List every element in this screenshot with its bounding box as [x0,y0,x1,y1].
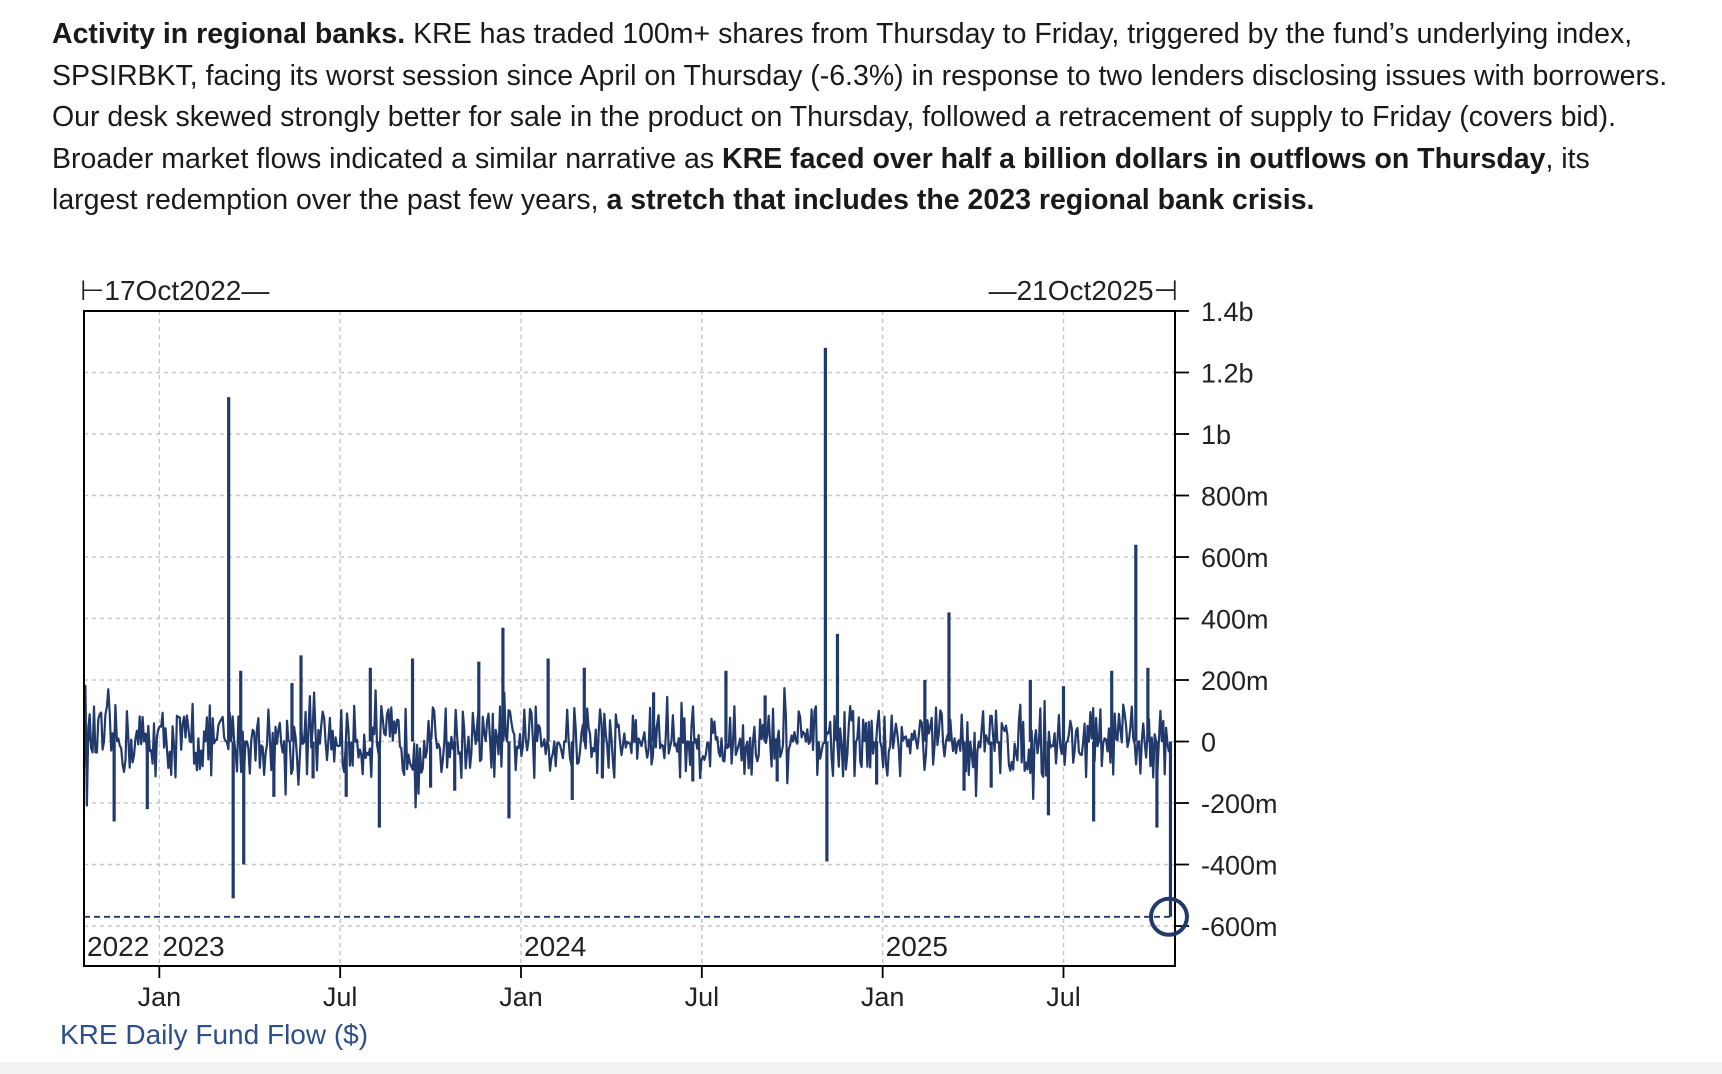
y-tick-label: 200m [1201,666,1269,696]
y-tick-label: 1b [1201,420,1231,450]
y-tick-label: 800m [1201,482,1269,512]
y-tick-label: -400m [1201,851,1278,881]
start-date-label: ⊢17Oct2022— [80,275,269,306]
y-tick-label: -200m [1201,789,1278,819]
flow-series [82,684,1171,809]
highlight-circle [1148,896,1189,937]
y-tick-label: -600m [1201,912,1278,942]
emphasis-bold-1: KRE faced over half a billion dollars in… [722,142,1546,175]
legend-series-label: KRE Daily Fund Flow ($) [60,1019,368,1050]
y-tick-label: 0 [1201,728,1216,758]
chart-gridlines [84,311,1175,966]
article-paragraph: Activity in regional banks. KRE has trad… [52,14,1672,222]
body-text-1: KRE has traded 100m+ shares from Thursda… [52,18,1668,175]
y-tick-label: 1.4b [1201,297,1254,327]
flow-spikes [88,347,1173,917]
year-label: 2025 [886,931,948,962]
body-text-2: , its largest redemption over the past f… [52,142,1590,217]
y-axis: 1.4b 1.2b 1b 800m 600m 400m 200m 0 -200m -400m -60… [1175,297,1278,942]
x-tick-label: Jul [685,982,720,1012]
x-tick-label: Jul [1046,982,1081,1012]
flow-series-line [82,684,1171,809]
fund-flow-chart: 1.4b 1.2b 1b 800m 600m 400m 200m 0 -200m -400m -60… [60,275,1278,1050]
year-label: 2024 [524,931,586,962]
year-labels: 2022 2023 2024 2025 [87,931,948,962]
year-label: 2022 [87,931,149,962]
x-axis: Jan Jul Jan Jul Jan Jul [138,966,1081,1012]
year-label: 2023 [162,931,224,962]
y-tick-label: 600m [1201,543,1269,573]
highlight-marker-group [1148,896,1189,937]
lead-bold: Activity in regional banks. [52,18,406,50]
y-tick-label: 400m [1201,605,1269,635]
x-tick-label: Jan [861,982,905,1012]
page-bottom-band [0,1062,1722,1074]
x-tick-label: Jul [323,982,358,1012]
x-tick-label: Jan [499,982,543,1012]
emphasis-bold-2: a stretch that includes the 2023 regiona… [606,184,1315,216]
end-date-label: —21Oct2025⊣ [989,275,1178,306]
plot-frame [83,310,1176,967]
y-tick-label: 1.2b [1201,359,1254,389]
x-tick-label: Jan [138,982,182,1012]
